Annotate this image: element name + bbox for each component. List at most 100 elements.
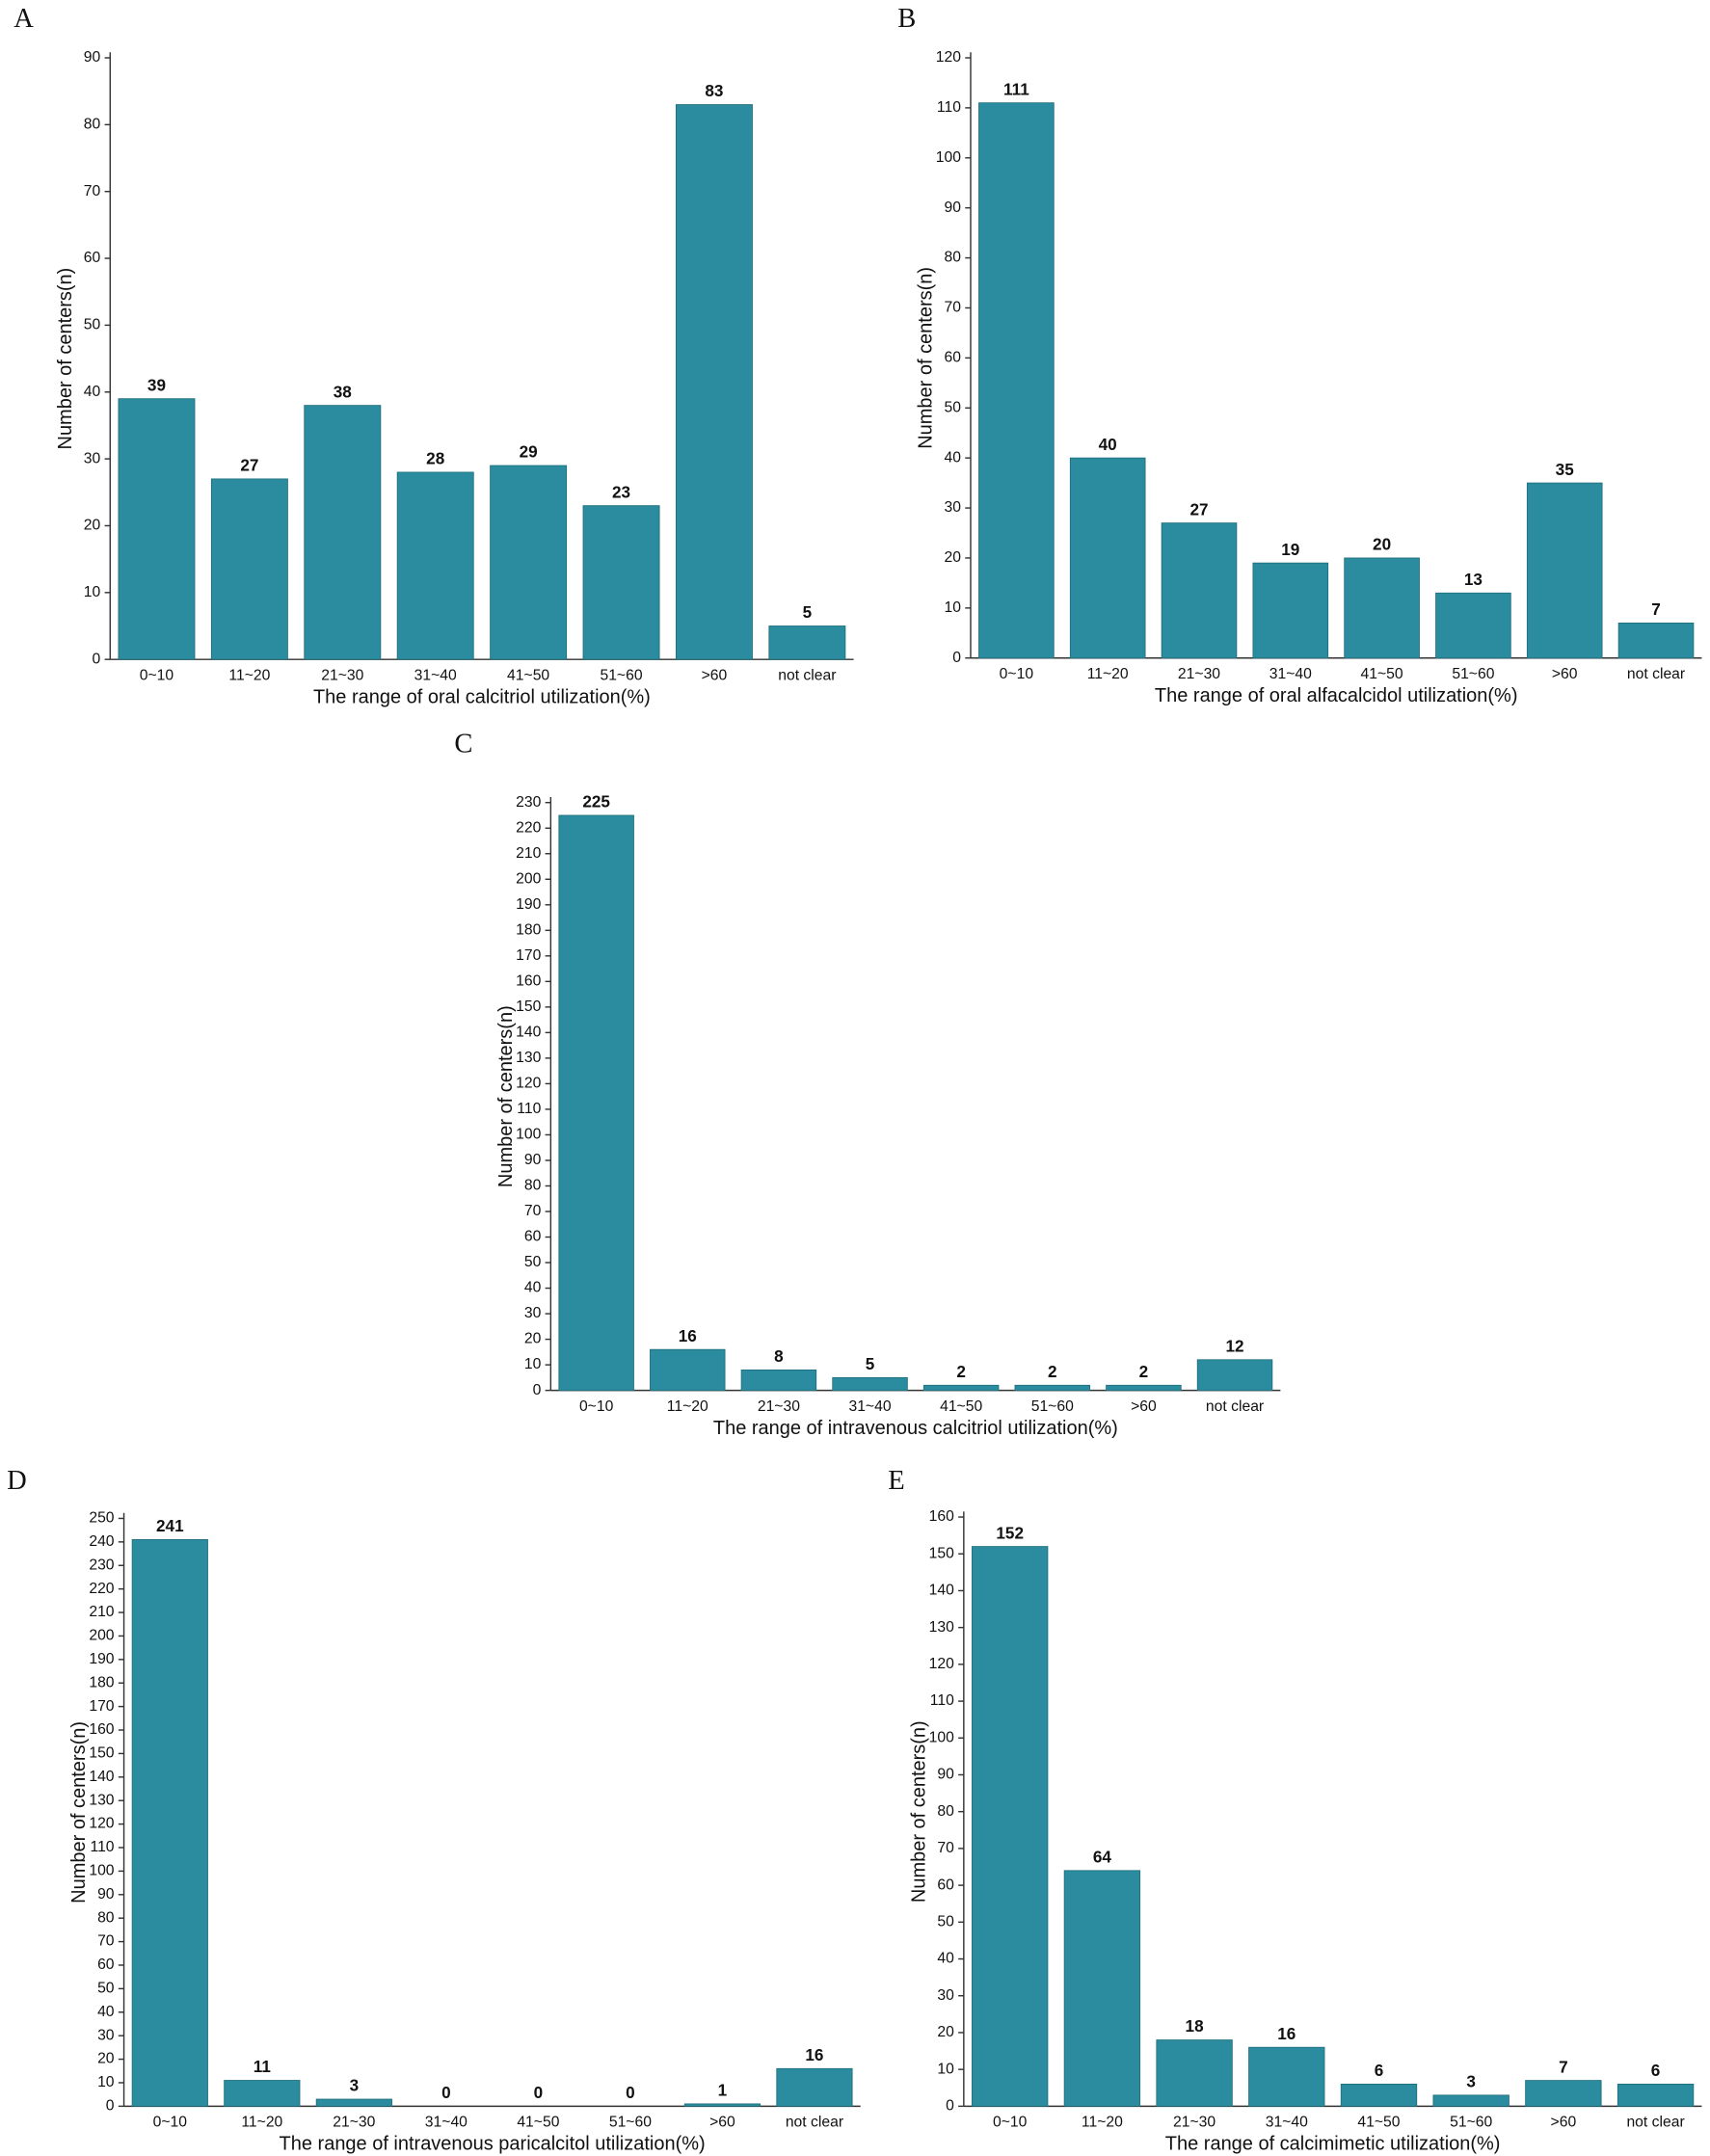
- y-tick-label: 130: [516, 1050, 541, 1066]
- value-label: 7: [1651, 599, 1661, 619]
- bar: [1252, 562, 1329, 659]
- y-tick-label: 220: [516, 819, 541, 836]
- y-tick-label: 30: [945, 499, 962, 516]
- x-tick-label: 31~40: [1269, 666, 1312, 682]
- x-tick-label: 0~10: [993, 2115, 1028, 2131]
- bar: [1617, 622, 1695, 659]
- x-axis-title: The range of oral alfacalcidol utilizati…: [1155, 685, 1518, 706]
- y-tick-label: 120: [516, 1076, 541, 1092]
- y-tick-label: 0: [106, 2098, 115, 2115]
- bar: [1063, 1870, 1141, 2107]
- y-tick-label: 90: [524, 1152, 542, 1168]
- y-tick-label: 150: [89, 1745, 114, 1762]
- y-axis-title: Number of centers(n): [68, 1721, 90, 1903]
- bar: [1340, 2084, 1418, 2107]
- x-tick-label: 31~40: [848, 1398, 891, 1415]
- bar: [490, 465, 568, 660]
- y-tick-label: 70: [524, 1203, 542, 1219]
- bar: [675, 104, 753, 660]
- y-tick-label: 180: [89, 1674, 114, 1690]
- y-tick-label: 190: [89, 1651, 114, 1667]
- value-label: 2: [1048, 1362, 1057, 1381]
- y-tick-label: 90: [84, 49, 101, 66]
- value-label: 28: [426, 449, 444, 468]
- bar: [1196, 1359, 1273, 1392]
- x-tick-label: 0~10: [140, 667, 174, 683]
- y-tick-label: 110: [91, 1839, 115, 1855]
- bar: [1106, 1384, 1182, 1392]
- y-tick-label: 90: [945, 200, 962, 216]
- y-tick-label: 70: [84, 183, 101, 200]
- y-tick-label: 100: [89, 1863, 114, 1879]
- y-tick-label: 0: [93, 651, 101, 667]
- panel-label: B: [897, 4, 916, 34]
- value-label: 152: [996, 1523, 1024, 1542]
- y-tick-label: 150: [929, 1545, 954, 1561]
- bar: [131, 1538, 208, 2107]
- value-label: 7: [1559, 2057, 1568, 2076]
- x-tick-label: not clear: [786, 2115, 843, 2131]
- y-tick-label: 60: [937, 1877, 954, 1893]
- bar: [1526, 482, 1603, 659]
- y-tick-label: 30: [524, 1305, 542, 1321]
- y-tick-label: 160: [929, 1508, 954, 1525]
- panel-label: A: [13, 4, 34, 34]
- value-label: 64: [1093, 1848, 1112, 1867]
- y-tick-label: 140: [89, 1769, 114, 1785]
- y-tick-label: 200: [89, 1628, 114, 1644]
- bar: [396, 471, 474, 660]
- x-tick-label: 21~30: [1173, 2115, 1216, 2131]
- figure-group: A01020304050607080900~103911~202721~3038…: [7, 4, 1702, 2155]
- y-axis-title: Number of centers(n): [916, 267, 937, 449]
- chart-panel: D010203040506070809010011012013014015016…: [7, 1466, 861, 2155]
- x-tick-label: 11~20: [1082, 2115, 1123, 2131]
- value-label: 2: [1139, 1362, 1149, 1381]
- bar: [740, 1369, 817, 1392]
- x-axis-title: The range of intravenous paricalcitol ut…: [280, 2134, 706, 2155]
- y-tick-label: 40: [84, 384, 101, 400]
- value-label: 0: [626, 2083, 635, 2102]
- bar: [558, 814, 634, 1392]
- value-label: 38: [334, 382, 352, 401]
- x-tick-label: 11~20: [241, 2115, 282, 2131]
- y-tick-label: 40: [97, 2004, 115, 2020]
- bar: [922, 1384, 1000, 1392]
- value-label: 27: [1189, 499, 1208, 519]
- x-tick-label: not clear: [1626, 2115, 1684, 2131]
- bar: [683, 2103, 761, 2107]
- y-tick-label: 80: [97, 1909, 115, 1926]
- x-tick-label: 51~60: [600, 667, 642, 683]
- x-tick-label: >60: [1131, 1398, 1157, 1415]
- value-label: 2: [956, 1362, 966, 1381]
- x-tick-label: >60: [1551, 2115, 1577, 2131]
- value-label: 20: [1373, 535, 1391, 554]
- y-tick-label: 70: [97, 1933, 115, 1950]
- value-label: 16: [1277, 2024, 1296, 2043]
- x-tick-label: not clear: [1627, 666, 1685, 682]
- value-label: 5: [866, 1354, 875, 1373]
- bar: [972, 1546, 1049, 2107]
- bar: [1014, 1384, 1091, 1392]
- y-tick-label: 50: [945, 399, 962, 415]
- value-label: 12: [1226, 1336, 1244, 1355]
- y-tick-label: 50: [524, 1254, 542, 1270]
- x-tick-label: >60: [709, 2115, 735, 2131]
- y-tick-label: 110: [937, 99, 961, 116]
- y-tick-label: 120: [936, 49, 961, 66]
- value-label: 0: [534, 2083, 544, 2102]
- value-label: 16: [679, 1326, 697, 1345]
- y-tick-label: 170: [89, 1698, 114, 1715]
- y-tick-label: 230: [89, 1557, 114, 1573]
- y-tick-label: 60: [524, 1229, 542, 1245]
- y-tick-label: 120: [929, 1656, 954, 1672]
- y-tick-label: 30: [937, 1987, 954, 2004]
- x-tick-label: 21~30: [333, 2115, 375, 2131]
- value-label: 6: [1651, 2061, 1661, 2080]
- bar: [1156, 2039, 1233, 2107]
- bar: [1525, 2080, 1602, 2107]
- x-tick-label: 0~10: [1000, 666, 1034, 682]
- y-tick-label: 60: [84, 250, 101, 266]
- x-tick-label: 31~40: [1266, 2115, 1308, 2131]
- y-tick-label: 110: [517, 1101, 541, 1117]
- panel-label: D: [7, 1466, 27, 1496]
